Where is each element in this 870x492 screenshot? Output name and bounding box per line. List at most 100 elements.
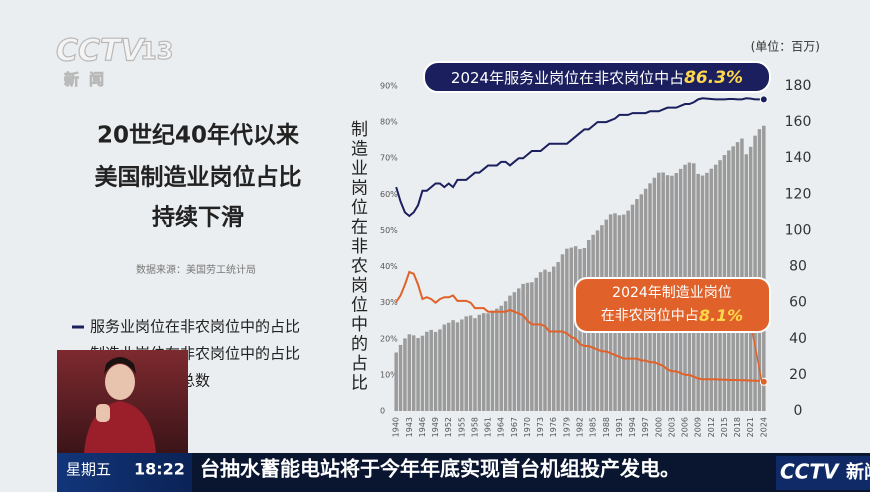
bar (473, 318, 477, 411)
x-tick-label: 1991 (615, 417, 624, 437)
x-tick-label: 2024 (759, 417, 768, 437)
y-tick-label: 30% (380, 298, 398, 307)
bar (398, 344, 403, 411)
x-tick-label: 1979 (562, 417, 571, 437)
callout-label: 在非农岗位中占 (601, 308, 699, 324)
bar (455, 322, 460, 411)
bar (547, 271, 552, 411)
bar (521, 283, 525, 411)
bar (407, 334, 412, 411)
y-tick-label: 50% (380, 226, 398, 235)
y2-tick-label: 80 (789, 259, 807, 275)
x-tick-label: 1973 (536, 417, 545, 437)
y-tick-label: 20% (380, 334, 398, 343)
y2-tick-label: 20 (789, 367, 807, 383)
callout-manufacturing: 2024年制造业岗位 在非农岗位中占8.1% (574, 277, 771, 384)
bar (753, 135, 757, 411)
bar (503, 301, 508, 411)
x-tick-label: 2021 (746, 417, 755, 437)
line (395, 97, 764, 218)
clock-background (57, 453, 192, 492)
callout-value: 86.3% (684, 68, 743, 88)
bar (543, 269, 547, 411)
y-tick-label: 90% (380, 82, 398, 91)
x-tick-label: 1964 (497, 417, 506, 437)
bar (403, 338, 407, 411)
y2-tick-label: 160 (785, 114, 812, 130)
signer-hair (104, 357, 136, 374)
y-tick-label: 40% (380, 262, 398, 271)
bar (425, 331, 429, 411)
x-tick-label: 1997 (641, 417, 650, 437)
legend-label: 服务业岗位在非农岗位中的占比 (90, 318, 300, 336)
x-tick-label: 1970 (523, 417, 532, 437)
x-tick-label: 2003 (667, 417, 676, 437)
x-tick-label: 2006 (681, 417, 690, 437)
bar (516, 288, 521, 411)
bar (490, 310, 495, 411)
clock: 18:22 (134, 460, 185, 479)
y-tick-label: 60% (380, 190, 398, 199)
bar (451, 320, 455, 411)
callout-label: 2024年服务业岗位在非农岗位中占 (451, 69, 684, 87)
x-tick-label: 1967 (510, 417, 519, 437)
x-tick-label: 1955 (457, 417, 466, 437)
x-tick-label: 1943 (405, 417, 414, 437)
ticker-text: 台抽水蓄能电站将于今年年底实现首台机组投产发电。 (200, 457, 680, 481)
ticker-background (57, 453, 870, 492)
x-tick-label: 2015 (720, 417, 729, 437)
headline: 20世纪40年代以来 (97, 122, 300, 149)
y2-tick-label: 140 (785, 150, 812, 166)
channel-sub: 新闻 (64, 71, 114, 89)
y2-tick-label: 100 (785, 222, 812, 238)
callout-text: 在非农岗位中占8.1% (601, 306, 743, 325)
bar (530, 282, 534, 411)
bar (569, 247, 573, 411)
x-tick-label: 1985 (589, 417, 598, 437)
x-tick-label: 2012 (707, 417, 716, 437)
source: 数据来源：美国劳工统计局 (136, 263, 256, 276)
x-tick-label: 2009 (694, 417, 703, 437)
y2-tick-label: 40 (789, 331, 807, 347)
channel-number: 13 (140, 37, 173, 65)
headline: 美国制造业岗位占比 (95, 164, 302, 191)
y-tick-label: 70% (380, 154, 398, 163)
x-tick-label: 1994 (628, 417, 637, 437)
bar (411, 335, 416, 411)
callout-box (574, 277, 771, 333)
x-tick-label: 1988 (602, 417, 611, 437)
bar (486, 313, 490, 411)
bar (551, 266, 556, 411)
x-tick-label: 1958 (470, 417, 479, 437)
callout-label: 2024年制造业岗位 (612, 285, 732, 301)
bar (429, 329, 433, 411)
x-tick-label: 1976 (549, 417, 558, 437)
y2-tick-label: 180 (785, 78, 812, 94)
x-tick-label: 2018 (733, 417, 742, 437)
ticker-logo: CCTV (780, 460, 840, 484)
callout-text: 2024年服务业岗位在非农岗位中占86.3% (451, 68, 743, 88)
y2-tick-label: 60 (789, 295, 807, 311)
ticker-logo-bg (776, 456, 870, 490)
channel-logo: CCTV (56, 34, 146, 69)
bar (538, 272, 543, 411)
bar (735, 142, 740, 411)
bar (442, 324, 447, 411)
y2-tick-label: 120 (785, 186, 812, 202)
headline: 持续下滑 (152, 204, 244, 231)
signer-hand (96, 404, 110, 422)
y-tick-label: 80% (380, 118, 398, 127)
x-tick-label: 1952 (444, 417, 453, 437)
bar (762, 125, 766, 411)
y-axis-title: 制造业岗位在非农岗位中的占比 (347, 120, 368, 393)
bar (394, 352, 398, 411)
bar (512, 292, 517, 411)
bar (464, 316, 468, 411)
bar (757, 129, 762, 411)
weekday: 星期五 (66, 461, 111, 479)
x-tick-label: 1949 (431, 417, 440, 437)
bar (740, 138, 744, 411)
bar (556, 262, 560, 411)
